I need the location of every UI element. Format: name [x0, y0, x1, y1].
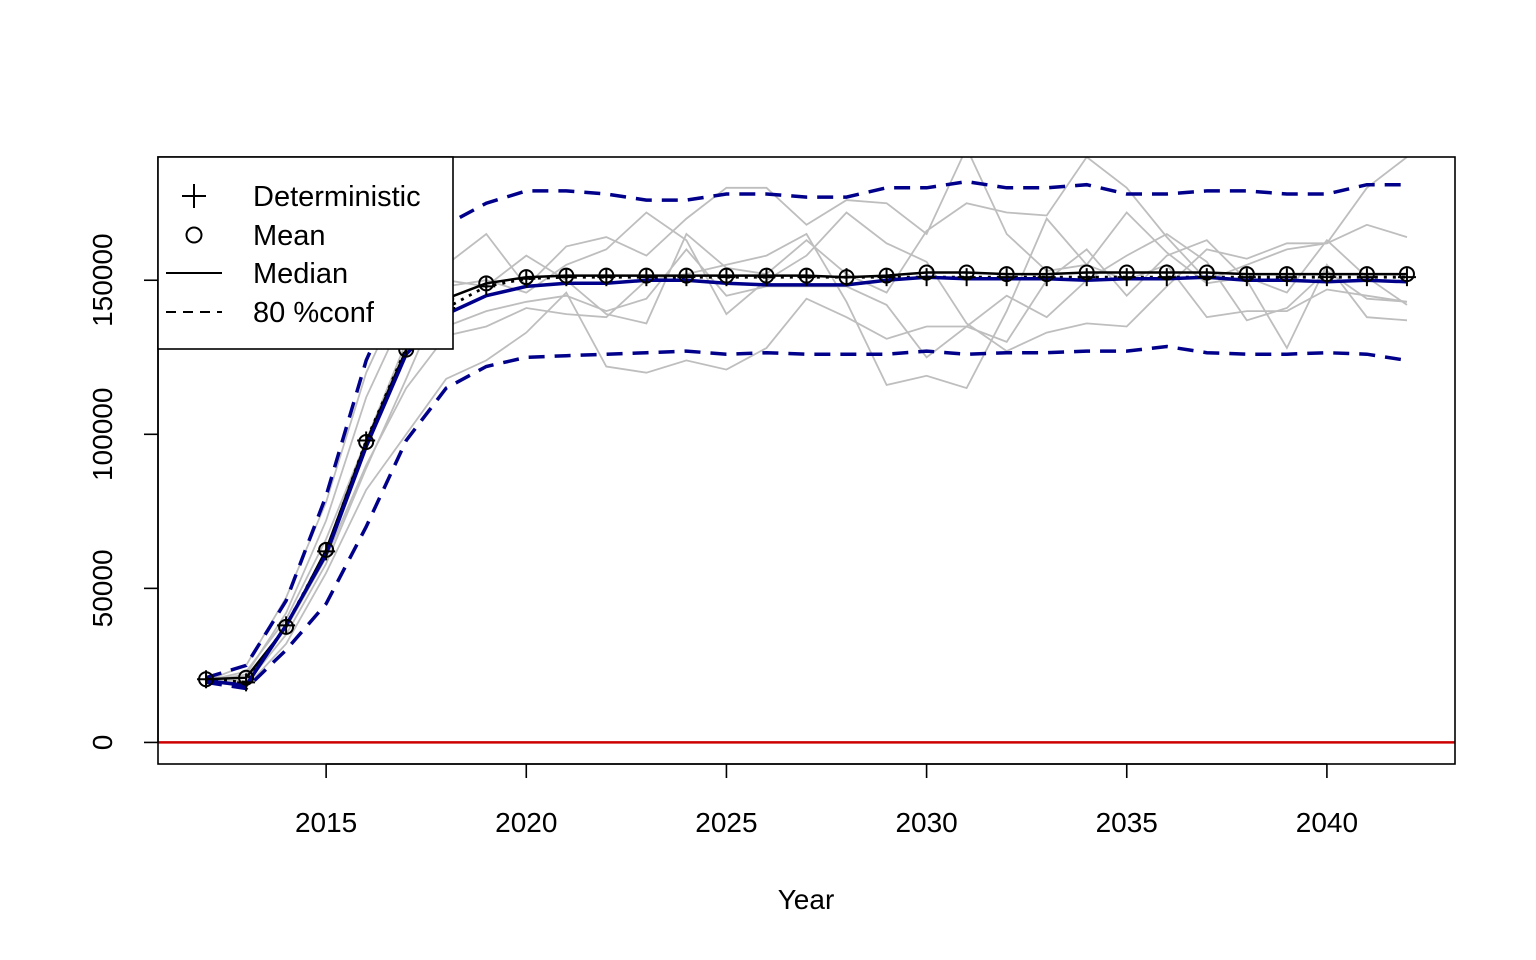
trajectory-line-6	[206, 216, 1408, 682]
mean-circle-icon	[238, 669, 255, 686]
mean-circle-icon	[1238, 266, 1255, 283]
mean-circle-icon	[1358, 266, 1375, 283]
mean-circle-icon	[1318, 266, 1335, 283]
mean-circle-icon	[1158, 264, 1175, 281]
mean-circle-icon	[558, 267, 575, 284]
trajectory-line-3	[205, 211, 1408, 685]
mean-circle-icon	[598, 267, 615, 284]
legend-label-mean: Mean	[253, 220, 326, 252]
x-tick-label: 2015	[295, 807, 357, 838]
mean-circle-icon	[918, 264, 935, 281]
y-tick-label: 150000	[87, 233, 118, 326]
y-tick-label: 100000	[87, 388, 118, 481]
point-markers	[197, 264, 1416, 692]
y-tick-label: 0	[87, 735, 118, 751]
mean-circle-icon	[998, 266, 1015, 283]
mean-circle-icon	[1398, 266, 1415, 283]
mean-circle-icon	[278, 618, 295, 635]
legend-label-conf: 80 %conf	[253, 297, 375, 329]
mean-circle-icon	[198, 671, 215, 688]
x-tick-label: 2030	[895, 807, 957, 838]
mean-circle-icon	[758, 267, 775, 284]
mean-circle-icon	[358, 434, 375, 451]
legend-circle-icon	[185, 226, 203, 244]
x-tick-label: 2025	[695, 807, 757, 838]
mean-circle-icon	[678, 267, 695, 284]
mean-circle-icon	[1198, 264, 1215, 281]
mean-circle-icon	[838, 269, 855, 286]
legend: Deterministic Mean Median 80 %conf	[157, 156, 454, 350]
x-tick-label: 2020	[495, 807, 557, 838]
x-tick-label: 2035	[1096, 807, 1158, 838]
mean-circle-icon	[318, 541, 335, 558]
legend-label-median: Median	[253, 258, 348, 290]
mean-circle-icon	[478, 275, 495, 292]
mean-circle-icon	[718, 267, 735, 284]
axes: 2015 2020 2025 2030 2035 2040 0 50000 100000 1500…	[87, 233, 1358, 838]
mean-circle-icon	[1118, 264, 1135, 281]
mean-circle-icon	[638, 267, 655, 284]
y-tick-label: 50000	[87, 549, 118, 627]
mean-circle-icon	[958, 264, 975, 281]
mean-circle-icon	[1038, 266, 1055, 283]
mean-circle-icon	[1278, 266, 1295, 283]
trajectory-line-4	[205, 232, 1408, 688]
mean-circle-icon	[1078, 264, 1095, 281]
mean-circle-icon	[878, 267, 895, 284]
mean-circle-icon	[798, 267, 815, 284]
mean-circle-icon	[518, 269, 535, 286]
legend-plus-icon	[182, 184, 206, 208]
legend-box	[157, 156, 454, 350]
x-tick-label: 2040	[1296, 807, 1358, 838]
x-axis-title: Year	[778, 884, 835, 915]
conf-lower-line	[205, 344, 1408, 691]
legend-label-deterministic: Deterministic	[253, 181, 421, 213]
